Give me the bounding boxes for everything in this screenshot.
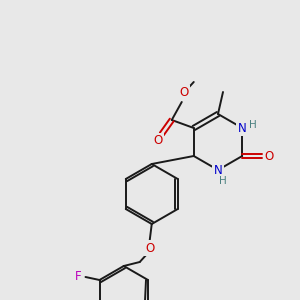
Text: H: H xyxy=(219,176,227,186)
Text: O: O xyxy=(153,134,162,148)
Text: O: O xyxy=(145,242,154,254)
Text: O: O xyxy=(179,86,188,100)
Text: F: F xyxy=(75,271,82,284)
Text: N: N xyxy=(214,164,222,176)
Text: H: H xyxy=(249,120,257,130)
Text: O: O xyxy=(265,149,274,163)
Text: N: N xyxy=(238,122,247,134)
